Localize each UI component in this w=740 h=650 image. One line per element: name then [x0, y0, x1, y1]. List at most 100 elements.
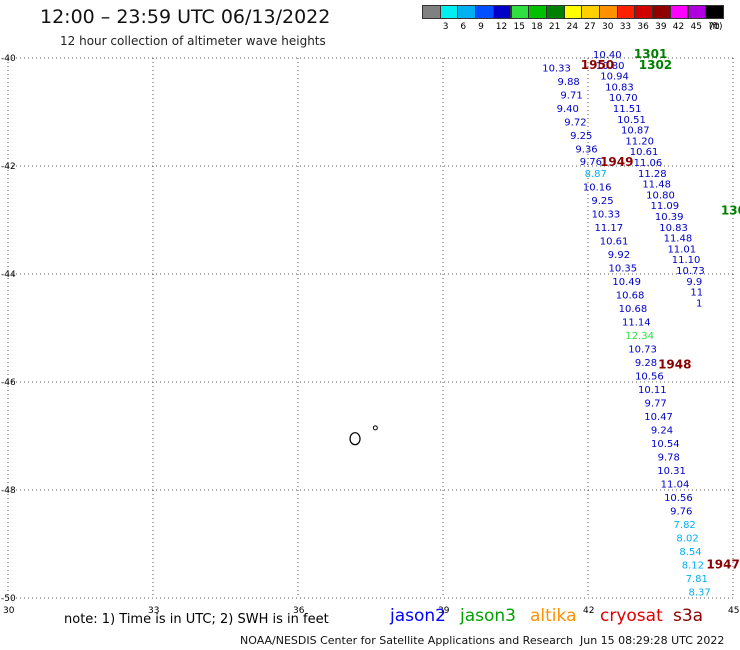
pass-id-label: 1947	[706, 557, 739, 571]
wave-height-label: 8.02	[676, 533, 698, 544]
wave-height-label: 10.61	[630, 147, 659, 158]
wave-height-label: 10.56	[635, 371, 664, 382]
wave-height-label: 9.40	[557, 104, 579, 115]
wave-height-label: 10.16	[583, 182, 612, 193]
legend-bin-label: 36	[637, 22, 649, 32]
pass-id-label: 1948	[658, 358, 691, 372]
wave-height-label: 10.51	[617, 115, 646, 126]
wave-height-label: 10.61	[600, 236, 629, 247]
map-title: 12:00 – 23:59 UTC 06/13/2022	[40, 6, 331, 28]
lon-tick-label: 39	[438, 606, 450, 616]
wave-height-label: 11.51	[613, 104, 642, 115]
pass-id-label: 1950	[581, 58, 614, 72]
wave-height-label: 9.9	[686, 277, 702, 288]
wave-height-label: 11.09	[651, 201, 680, 212]
legend-bin-label: 18	[531, 22, 543, 32]
wave-height-label: 11.48	[642, 180, 671, 191]
wave-height-label: 10.68	[616, 290, 645, 301]
wave-height-label: 11.06	[634, 158, 663, 169]
legend-bin-label: 12	[495, 22, 508, 32]
legend-bin-label: 39	[655, 22, 667, 32]
wave-height-label: 9.88	[558, 77, 580, 88]
legend-bin-label: 70	[708, 22, 720, 32]
wave-height-label: 9.25	[570, 131, 592, 142]
island-outline	[349, 432, 361, 446]
map-subtitle: 12 hour collection of altimeter wave hei…	[60, 34, 326, 48]
wave-height-label: 9.92	[608, 250, 630, 261]
wave-height-label: 11.10	[672, 255, 701, 266]
legend-unit: (ft)	[708, 22, 723, 32]
wave-height-label: 10.73	[628, 344, 657, 355]
wave-height-label: 12.34	[625, 331, 654, 342]
satellite-name: altika	[530, 606, 577, 626]
bottom-note: note: 1) Time is in UTC; 2) SWH is in fe…	[64, 612, 329, 627]
wave-height-label: 11.28	[638, 169, 667, 180]
wave-height-label: 10.87	[621, 126, 650, 137]
wave-height-label: 10.39	[655, 212, 684, 223]
wave-height-label: 11.48	[664, 234, 693, 245]
wave-height-label: 7.82	[674, 520, 696, 531]
pass-id-label: 1949	[600, 155, 633, 169]
island-outline	[372, 425, 378, 431]
wave-height-label: 9.76	[580, 157, 602, 168]
wave-height-label: 9.78	[658, 452, 680, 463]
wave-height-label: 10.70	[609, 93, 638, 104]
wave-height-label: 10.47	[644, 412, 673, 423]
lon-tick-label: 45	[728, 606, 739, 616]
legend-bin-label: 30	[602, 22, 614, 32]
wave-height-label: 10.80	[596, 61, 625, 72]
wave-height-label: 10.80	[646, 190, 675, 201]
lat-tick-label: -40	[1, 54, 16, 64]
satellite-name: jason2	[390, 606, 446, 626]
footer-timestamp: Jun 15 08:29:28 UTC 2022	[580, 634, 725, 647]
wave-height-label: 9.28	[635, 358, 657, 369]
satellite-name: cryosat	[600, 606, 663, 626]
wave-height-label: 1	[696, 298, 702, 309]
legend-bin	[705, 5, 724, 19]
wave-height-label: 9.72	[564, 118, 586, 129]
lat-tick-label: -44	[1, 270, 16, 280]
wave-height-label: 11.14	[622, 317, 651, 328]
lat-tick-label: -46	[1, 378, 16, 388]
legend-bin-label: 15	[513, 22, 525, 32]
wave-height-label: 11.20	[625, 136, 654, 147]
wave-height-label: 10.94	[600, 72, 629, 83]
legend-bin-label: 42	[672, 22, 685, 32]
legend-bin-label: 6	[460, 22, 467, 32]
legend-bin-label: 33	[619, 22, 632, 32]
color-legend: 3 6 9 12 15 18 21 24 27 30 33 36 39 42 45 70 (ft)	[0, 0, 740, 40]
lon-tick-label: 30	[3, 606, 15, 616]
wave-height-label: 9.71	[560, 91, 582, 102]
wave-height-label: 10.73	[676, 266, 705, 277]
wave-height-label: 10.83	[605, 82, 634, 93]
wave-height-label: 10.83	[659, 223, 688, 234]
legend-bin-label: 27	[584, 22, 596, 32]
wave-height-label: 9.24	[651, 425, 673, 436]
wave-height-label: 10.56	[664, 493, 693, 504]
legend-bin-label: 45	[690, 22, 702, 32]
wave-height-label: 10.31	[657, 466, 686, 477]
wave-height-label: 10.49	[612, 277, 641, 288]
wave-height-label: 10.54	[651, 439, 680, 450]
wave-height-label: 8.12	[682, 560, 704, 571]
wave-height-label: 9.25	[591, 196, 613, 207]
wave-height-label: 10.33	[542, 64, 571, 75]
wave-height-label: 9.36	[575, 145, 597, 156]
satellite-name: s3a	[673, 606, 704, 626]
lon-tick-label: 42	[583, 606, 594, 616]
pass-id-label: 130	[721, 204, 740, 218]
lon-tick-label: 36	[293, 606, 305, 616]
lat-tick-label: -50	[1, 594, 16, 604]
wave-height-label: 11.01	[667, 244, 696, 255]
wave-height-label: 8.54	[679, 547, 701, 558]
legend-bin-label: 21	[548, 22, 561, 32]
wave-height-label: 10.33	[592, 209, 621, 220]
wave-height-label: 11	[690, 288, 703, 299]
legend-bin-label: 3	[442, 22, 449, 32]
pass-id-label: 1302	[639, 58, 672, 72]
lat-tick-label: -42	[1, 162, 16, 172]
wave-height-label: 11.17	[594, 223, 623, 234]
legend-bin-label: 24	[566, 22, 579, 32]
footer-credit: NOAA/NESDIS Center for Satellite Applica…	[240, 634, 574, 647]
